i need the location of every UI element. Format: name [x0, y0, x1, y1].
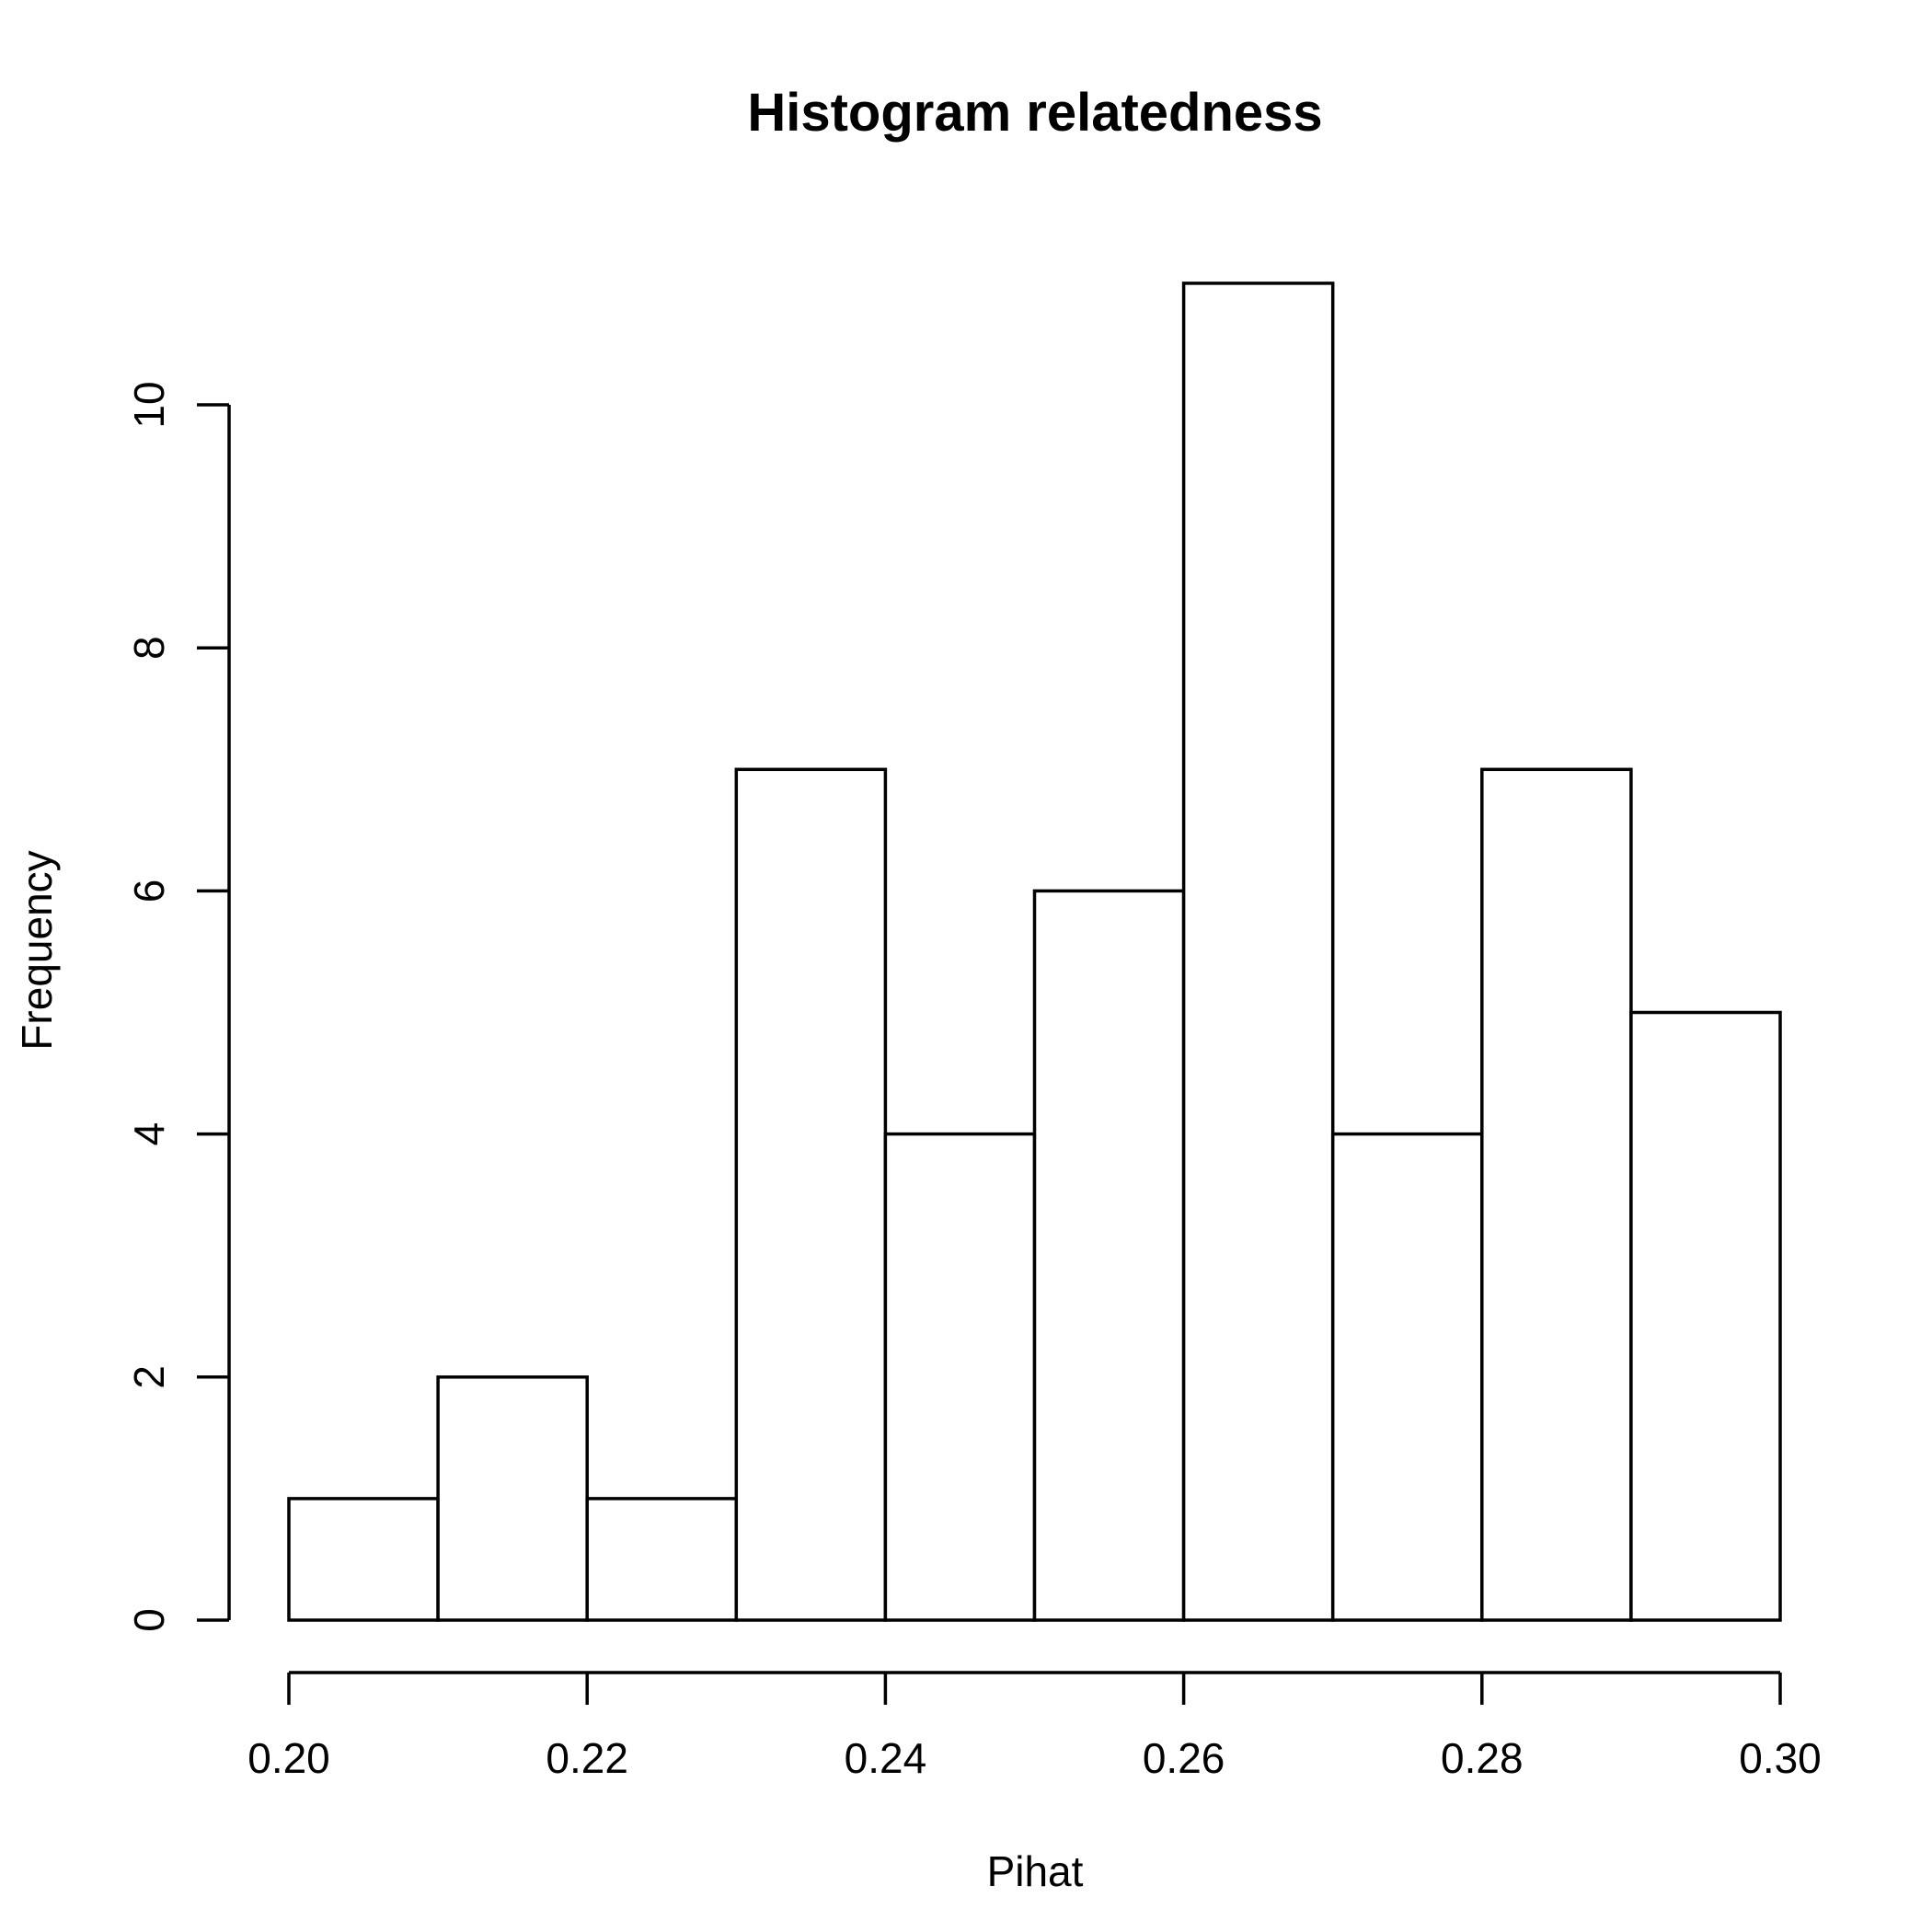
histogram-bar — [1330, 1132, 1484, 1622]
x-axis-ticks: 0.20 0.22 0.24 0.26 0.28 0.30 — [247, 1673, 1822, 1782]
y-axis-label: Frequency — [13, 850, 61, 1050]
chart-title: Histogram relatedness — [747, 83, 1322, 143]
x-tick-label: 0.26 — [1143, 1734, 1225, 1782]
y-tick-label: 10 — [125, 381, 173, 428]
y-tick-label: 2 — [125, 1365, 173, 1389]
histogram-bar — [734, 767, 888, 1622]
histogram-bar — [1480, 767, 1633, 1622]
histogram-bar — [287, 1497, 440, 1622]
histogram-bars — [287, 282, 1782, 1622]
histogram-bar — [1181, 282, 1335, 1622]
histogram-bar — [585, 1497, 739, 1622]
x-tick-label: 0.24 — [845, 1734, 927, 1782]
y-axis-ticks: 0 2 4 6 8 10 — [125, 381, 229, 1632]
y-tick-label: 4 — [125, 1122, 173, 1146]
histogram-bar — [883, 1132, 1037, 1622]
x-tick-label: 0.30 — [1739, 1734, 1822, 1782]
x-tick-label: 0.20 — [247, 1734, 330, 1782]
histogram-bar — [1032, 889, 1186, 1622]
x-axis-label: Pihat — [987, 1847, 1084, 1895]
y-tick-label: 8 — [125, 636, 173, 660]
y-tick-label: 6 — [125, 880, 173, 903]
x-tick-label: 0.22 — [546, 1734, 628, 1782]
x-tick-label: 0.28 — [1441, 1734, 1524, 1782]
y-tick-label: 0 — [125, 1608, 173, 1632]
histogram-bar — [436, 1375, 589, 1622]
histogram-bar — [1629, 1010, 1782, 1622]
